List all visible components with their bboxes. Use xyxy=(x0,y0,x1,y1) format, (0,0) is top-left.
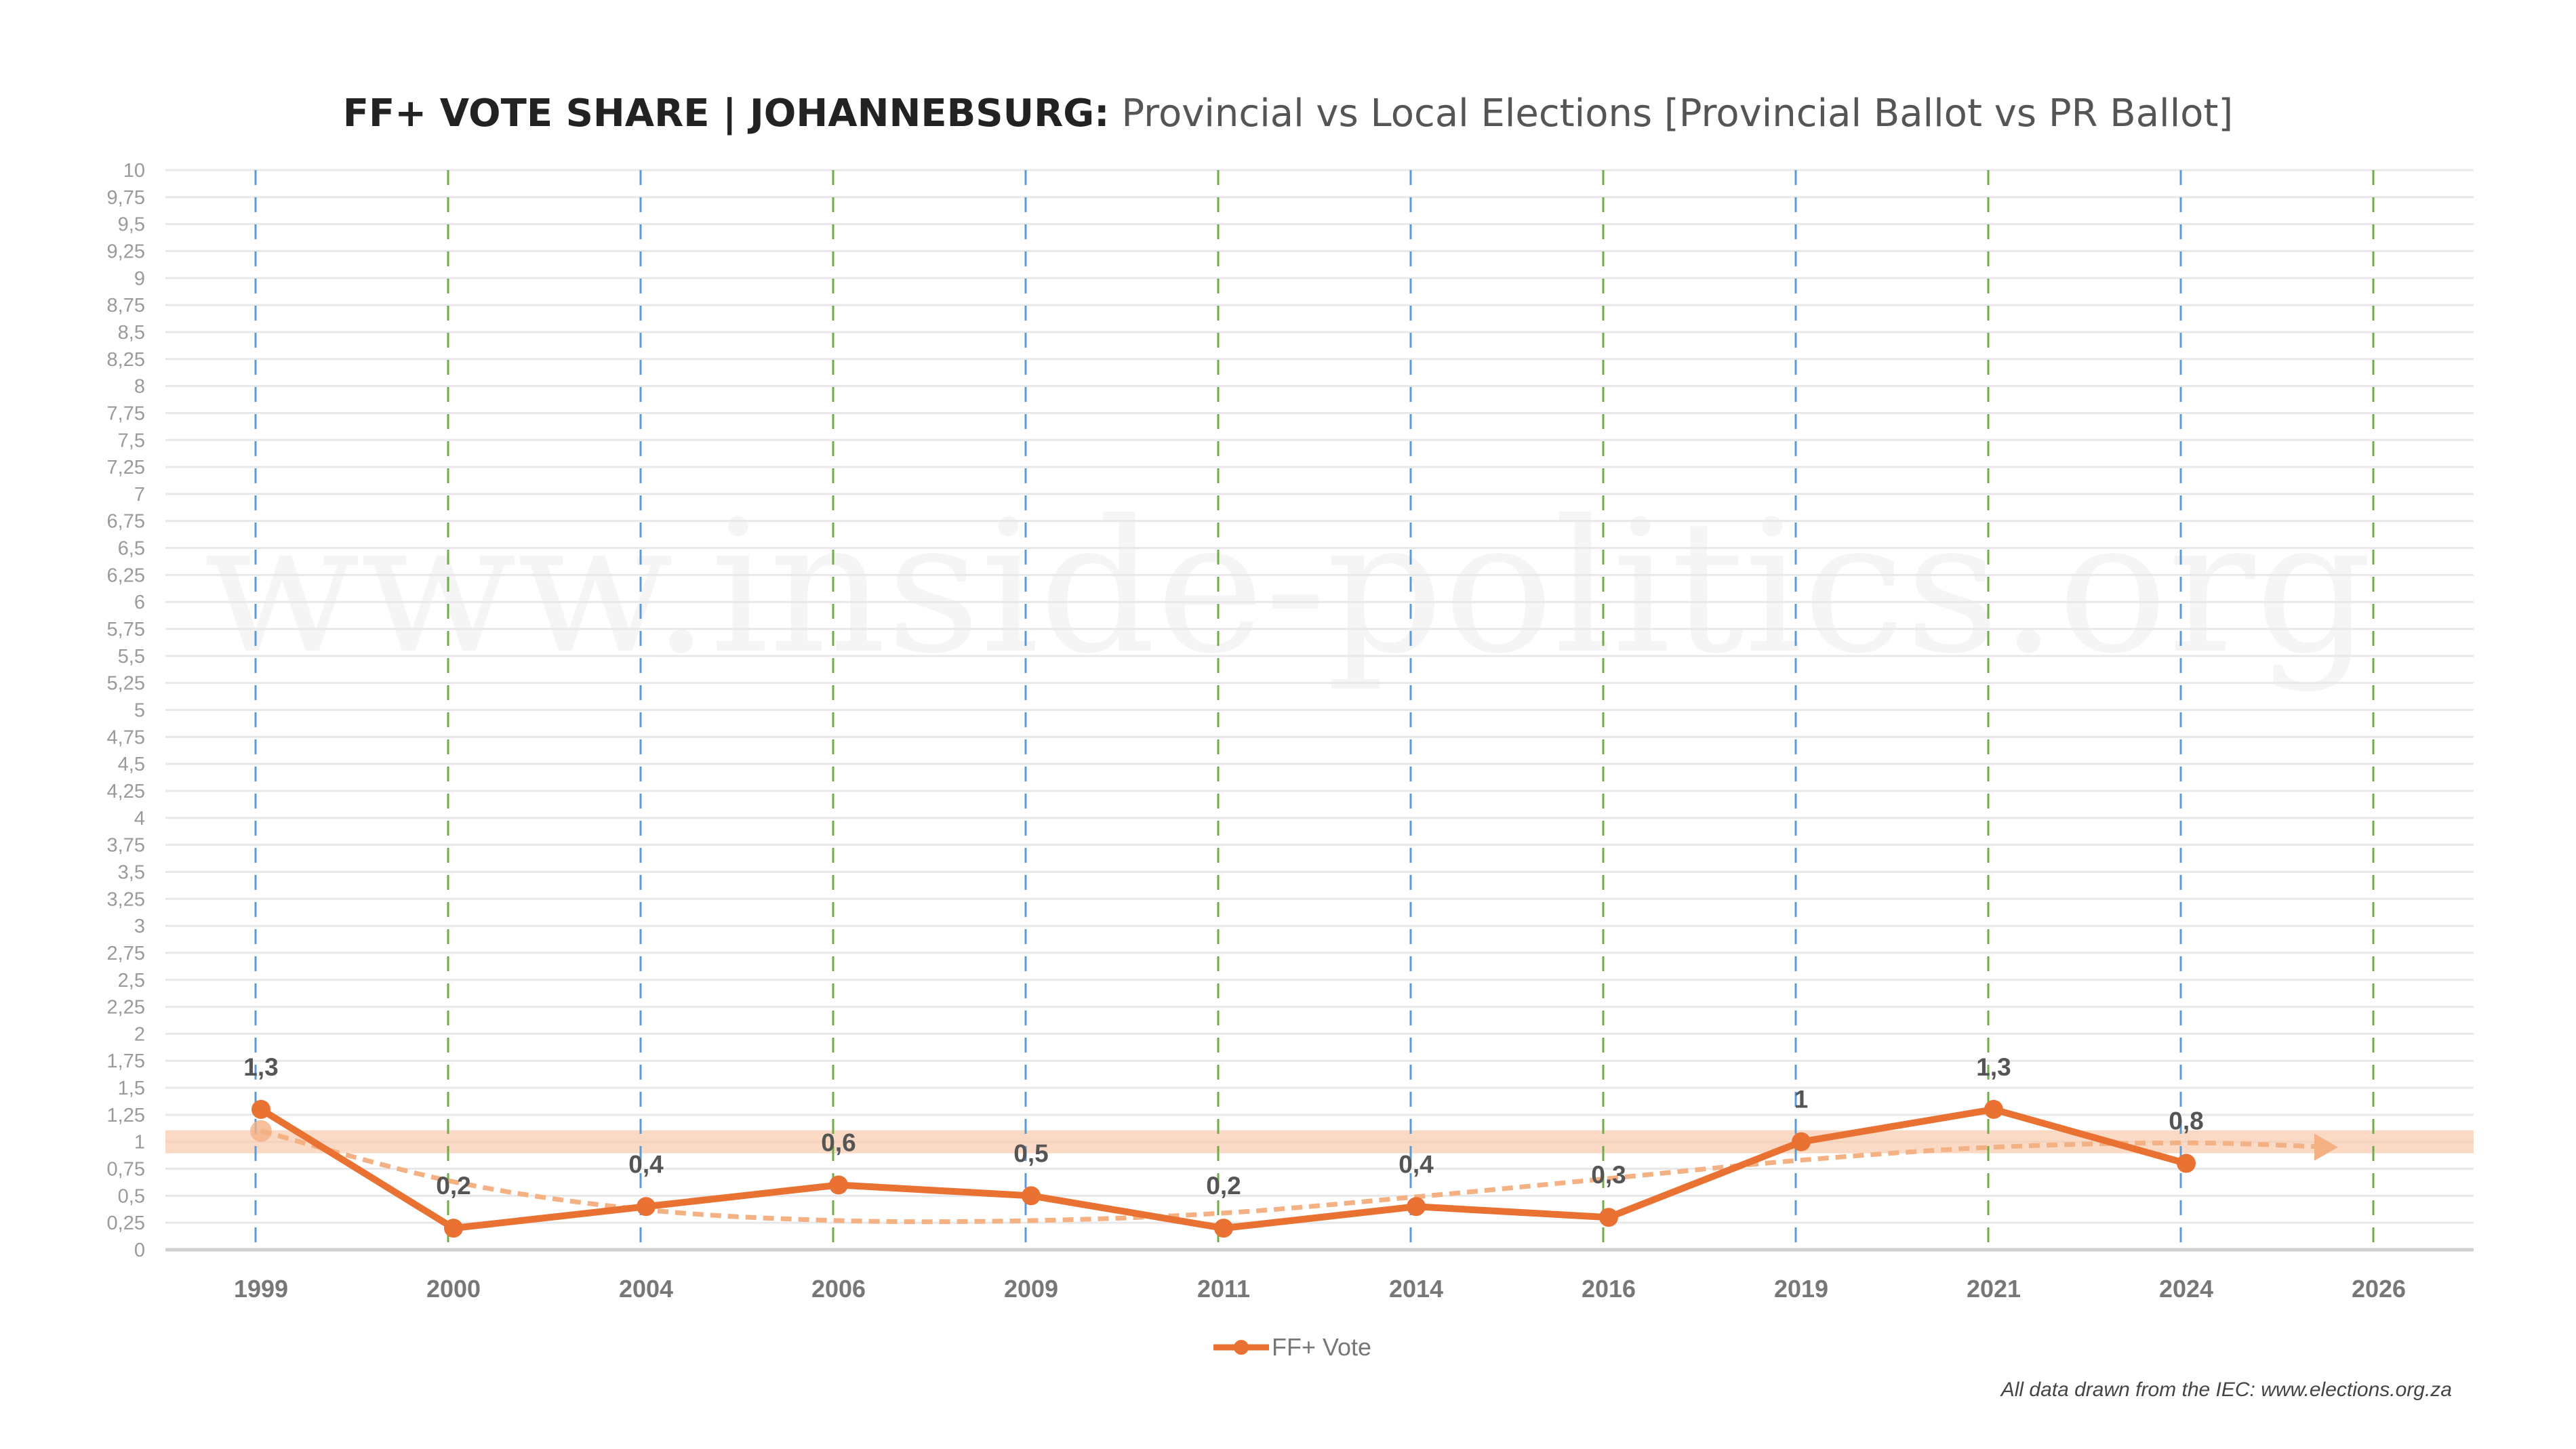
x-tick-label: 2026 xyxy=(2352,1275,2406,1303)
x-tick-label: 2004 xyxy=(619,1275,673,1303)
data-point xyxy=(444,1219,463,1238)
y-tick-label: 8,25 xyxy=(107,349,145,371)
data-point xyxy=(2177,1154,2196,1173)
series-ff-vote xyxy=(251,1099,2196,1238)
y-tick-label: 1,25 xyxy=(107,1105,145,1126)
watermark: www.inside-politics.org xyxy=(203,481,2372,694)
y-tick-label: 2,25 xyxy=(107,997,145,1019)
y-tick-label: 5,5 xyxy=(118,646,145,668)
chart-title-rest: Provincial vs Local Elections [Provincia… xyxy=(1110,91,2234,136)
legend-label: FF+ Vote xyxy=(1272,1333,1371,1361)
y-tick-label: 9,75 xyxy=(107,187,145,209)
y-tick-label: 8,75 xyxy=(107,295,145,317)
y-tick-label: 0,75 xyxy=(107,1159,145,1181)
data-point xyxy=(829,1175,848,1195)
y-tick-label: 7,75 xyxy=(107,403,145,424)
data-point xyxy=(1599,1208,1618,1227)
gridlines xyxy=(165,169,2474,1252)
y-tick-label: 9,5 xyxy=(118,214,145,236)
x-tick-label: 2019 xyxy=(1774,1275,1828,1303)
x-tick-label: 2014 xyxy=(1389,1275,1443,1303)
y-tick-label: 0,5 xyxy=(118,1185,145,1207)
data-labels: 1,3 0,2 0,4 0,6 0,5 0,2 0,4 0,3 1 1,3 0,8 xyxy=(243,1053,2203,1200)
y-tick-label: 1 xyxy=(134,1132,145,1154)
y-tick-label: 1,75 xyxy=(107,1050,145,1072)
data-label: 0,4 xyxy=(1398,1150,1434,1178)
y-tick-label: 8,5 xyxy=(118,322,145,344)
data-label: 0,2 xyxy=(1206,1172,1241,1200)
data-label: 1 xyxy=(1794,1086,1809,1114)
y-tick-label: 6,75 xyxy=(107,511,145,533)
data-point xyxy=(637,1197,656,1217)
y-tick-label: 7 xyxy=(134,484,145,506)
y-tick-label: 1,5 xyxy=(118,1078,145,1099)
y-tick-label: 9,25 xyxy=(107,241,145,262)
x-tick-label: 2016 xyxy=(1582,1275,1636,1303)
y-tick-label: 5,25 xyxy=(107,673,145,695)
x-tick-label: 2006 xyxy=(811,1275,866,1303)
x-tick-label: 2009 xyxy=(1004,1275,1058,1303)
y-tick-label: 0 xyxy=(134,1240,145,1261)
y-tick-label: 3,5 xyxy=(118,861,145,883)
x-tick-label: 2011 xyxy=(1197,1275,1250,1303)
data-label: 0,8 xyxy=(2169,1107,2203,1135)
data-label: 0,5 xyxy=(1013,1139,1048,1167)
data-label: 0,2 xyxy=(436,1172,470,1200)
y-tick-label: 5,75 xyxy=(107,619,145,640)
y-tick-label: 6,25 xyxy=(107,565,145,586)
y-tick-label: 10 xyxy=(123,160,145,182)
trendline-start-marker xyxy=(250,1120,272,1142)
y-tick-label: 6,5 xyxy=(118,538,145,560)
y-tick-label: 0,25 xyxy=(107,1212,145,1234)
data-point xyxy=(1407,1197,1426,1217)
y-tick-label: 6 xyxy=(134,592,145,613)
trendline-path xyxy=(260,1128,2332,1225)
y-tick-label: 4 xyxy=(134,808,145,830)
chart-title-bold: FF+ VOTE SHARE | JOHANNEBSURG: xyxy=(343,91,1110,136)
election-vlines xyxy=(254,170,2375,1250)
x-axis: 1999 2000 2004 2006 2009 2011 2014 2016 2019 2021… xyxy=(234,1275,2406,1303)
x-tick-label: 2024 xyxy=(2159,1275,2213,1303)
data-label: 0,4 xyxy=(628,1150,664,1178)
trendline-arrow xyxy=(2314,1133,2338,1161)
chart-title: FF+ VOTE SHARE | JOHANNEBSURG: Provincia… xyxy=(343,91,2233,136)
data-point xyxy=(251,1099,270,1119)
y-tick-label: 4,75 xyxy=(107,727,145,748)
y-tick-label: 7,5 xyxy=(118,430,145,451)
trendline xyxy=(250,1120,2338,1225)
y-tick-label: 2,5 xyxy=(118,970,145,992)
source-footer: All data drawn from the IEC: www.electio… xyxy=(2000,1379,2452,1401)
data-point xyxy=(1214,1219,1233,1238)
data-point xyxy=(1984,1099,2003,1119)
data-label: 0,3 xyxy=(1591,1161,1626,1189)
y-tick-label: 8 xyxy=(134,376,145,398)
y-tick-label: 2 xyxy=(134,1023,145,1045)
y-tick-label: 4,5 xyxy=(118,754,145,775)
data-point xyxy=(1022,1186,1041,1206)
y-tick-label: 7,25 xyxy=(107,457,145,478)
y-tick-label: 5 xyxy=(134,700,145,722)
y-axis: 0 0,25 0,5 0,75 1 1,25 1,5 1,75 2 2,25 2,5 2,75 3 3,2… xyxy=(107,160,145,1261)
data-point xyxy=(1792,1132,1811,1151)
legend-marker xyxy=(1234,1340,1249,1355)
y-tick-label: 3,25 xyxy=(107,889,145,910)
legend: FF+ Vote xyxy=(1213,1333,1371,1361)
x-tick-label: 2021 xyxy=(1967,1275,2021,1303)
y-tick-label: 3 xyxy=(134,916,145,937)
data-label: 1,3 xyxy=(1976,1053,2011,1081)
y-tick-label: 4,25 xyxy=(107,781,145,802)
y-tick-label: 3,75 xyxy=(107,835,145,857)
y-tick-label: 2,75 xyxy=(107,943,145,964)
y-tick-label: 9 xyxy=(134,268,145,289)
x-tick-label: 2000 xyxy=(426,1275,481,1303)
data-label: 1,3 xyxy=(243,1053,278,1081)
x-tick-label: 1999 xyxy=(234,1275,288,1303)
data-label: 0,6 xyxy=(821,1128,856,1156)
